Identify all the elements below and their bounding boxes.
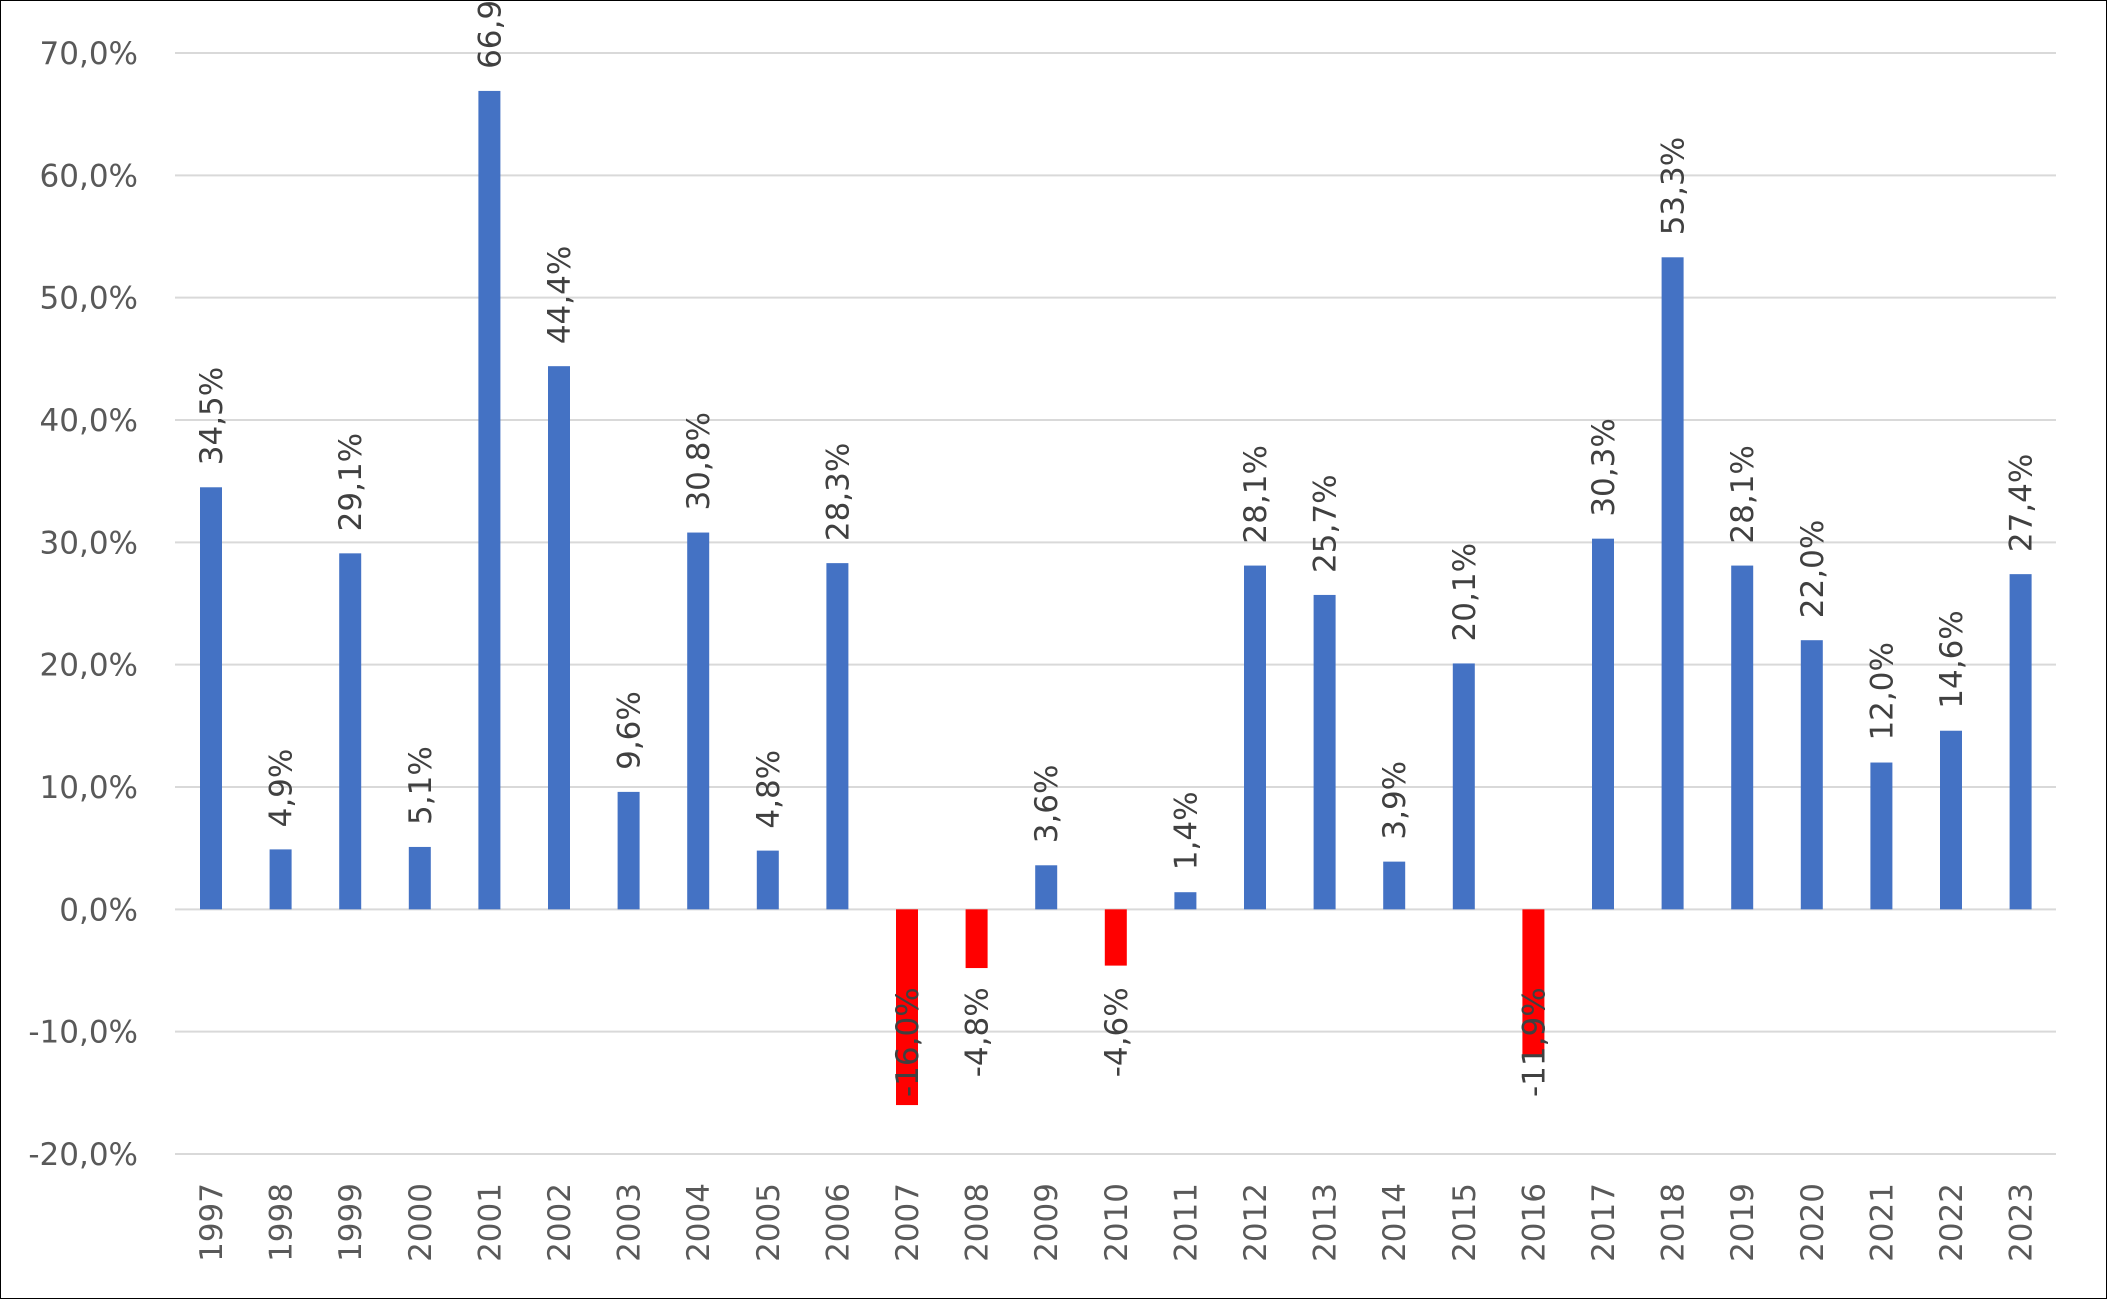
bar: [478, 90, 501, 910]
bar: [1452, 663, 1475, 910]
bar: [687, 532, 710, 910]
data-label: 12,0%: [1864, 642, 1900, 740]
bar: [1731, 565, 1754, 910]
data-label: 66,9%: [472, 1, 508, 69]
x-axis-ticks: 1997 1998 1999 2000 2001 2002 2003 2004 2005 2006…: [194, 1183, 2040, 1262]
data-label: -4,8%: [960, 987, 996, 1077]
data-label: 22,0%: [1795, 520, 1831, 618]
y-tick-label: 20,0%: [40, 648, 138, 684]
data-label: -11,9%: [1516, 987, 1552, 1097]
bar: [1800, 640, 1823, 910]
data-label: 5,1%: [403, 746, 439, 825]
bar: [1174, 892, 1197, 910]
x-tick-label: 2011: [1168, 1183, 1204, 1262]
x-tick-label: 2023: [2004, 1183, 2040, 1262]
data-label: 1,4%: [1168, 791, 1204, 870]
y-tick-label: -10,0%: [28, 1015, 138, 1051]
x-tick-label: 2014: [1377, 1183, 1413, 1262]
x-tick-label: 1997: [194, 1183, 230, 1262]
data-label: 28,1%: [1725, 445, 1761, 543]
x-tick-label: 2018: [1656, 1183, 1692, 1262]
y-tick-label: 0,0%: [59, 892, 138, 928]
x-tick-label: 2004: [681, 1183, 717, 1262]
data-label: 29,1%: [333, 433, 369, 531]
y-tick-label: -20,0%: [28, 1137, 138, 1173]
x-tick-label: 2003: [612, 1183, 648, 1262]
y-tick-label: 10,0%: [40, 770, 138, 806]
bar: [826, 563, 849, 910]
data-label: -16,0%: [890, 987, 926, 1097]
data-label: 3,6%: [1029, 765, 1065, 844]
x-tick-label: 2019: [1725, 1183, 1761, 1262]
x-tick-label: 2013: [1308, 1183, 1344, 1262]
bar: [2009, 574, 2032, 910]
x-tick-label: 2005: [751, 1183, 787, 1262]
x-tick-label: 2021: [1864, 1183, 1900, 1262]
data-label: 4,9%: [264, 749, 300, 828]
data-label: 25,7%: [1308, 474, 1344, 572]
bar: [1592, 538, 1614, 910]
x-tick-label: 1999: [333, 1183, 369, 1262]
bar: [1313, 594, 1336, 910]
x-tick-label: 2009: [1029, 1183, 1065, 1262]
y-tick-label: 40,0%: [40, 403, 138, 439]
data-label: 9,6%: [612, 691, 648, 770]
bars: [200, 90, 2032, 1106]
x-tick-label: 2017: [1586, 1183, 1622, 1262]
data-label: 30,3%: [1586, 418, 1622, 516]
x-tick-label: 1998: [264, 1183, 300, 1262]
x-tick-label: 2001: [472, 1183, 508, 1262]
x-tick-label: 2022: [1934, 1183, 1970, 1262]
bar: [1522, 909, 1545, 1055]
data-label: 4,8%: [751, 750, 787, 829]
bar: [1870, 762, 1893, 910]
data-label: -4,6%: [1099, 987, 1135, 1077]
x-tick-label: 2006: [820, 1183, 856, 1262]
data-label: 28,1%: [1238, 445, 1274, 543]
x-tick-label: 2010: [1099, 1183, 1135, 1262]
bar: [617, 791, 640, 910]
y-tick-label: 70,0%: [40, 36, 138, 72]
x-tick-label: 2015: [1447, 1183, 1483, 1262]
data-label: 34,5%: [194, 367, 230, 465]
bar: [1104, 909, 1127, 966]
data-labels: 34,5% 4,9% 29,1% 5,1% 66,9% 44,4% 9,6% 30,8% 4,8…: [194, 1, 2040, 1097]
x-tick-label: 2012: [1238, 1183, 1274, 1262]
x-tick-label: 2000: [403, 1183, 439, 1262]
bar: [1661, 257, 1684, 910]
bar: [269, 849, 292, 910]
bar: [896, 909, 918, 1106]
bar: [548, 366, 570, 910]
bar: [1940, 730, 1962, 910]
data-label: 3,9%: [1377, 761, 1413, 840]
bar: [1035, 865, 1058, 910]
y-axis-ticks: 70,0% 60,0% 50,0% 40,0% 30,0% 20,0% 10,0% 0,0% -…: [28, 36, 138, 1173]
y-tick-label: 50,0%: [40, 281, 138, 317]
bar: [1244, 565, 1266, 910]
bar: [200, 487, 222, 910]
bar: [965, 909, 988, 969]
bar: [756, 850, 779, 910]
y-tick-label: 60,0%: [40, 158, 138, 194]
data-label: 14,6%: [1934, 610, 1970, 708]
data-label: 28,3%: [820, 443, 856, 541]
y-tick-label: 30,0%: [40, 525, 138, 561]
x-tick-label: 2008: [960, 1183, 996, 1262]
bar: [339, 553, 362, 910]
x-tick-label: 2002: [542, 1183, 578, 1262]
data-label: 44,4%: [542, 246, 578, 344]
data-label: 27,4%: [2004, 454, 2040, 552]
bar: [408, 846, 431, 910]
data-label: 53,3%: [1656, 137, 1692, 235]
bar: [1383, 861, 1406, 910]
x-tick-label: 2007: [890, 1183, 926, 1262]
x-tick-label: 2020: [1795, 1183, 1831, 1262]
data-label: 20,1%: [1447, 543, 1483, 641]
x-tick-label: 2016: [1516, 1183, 1552, 1262]
data-label: 30,8%: [681, 412, 717, 510]
